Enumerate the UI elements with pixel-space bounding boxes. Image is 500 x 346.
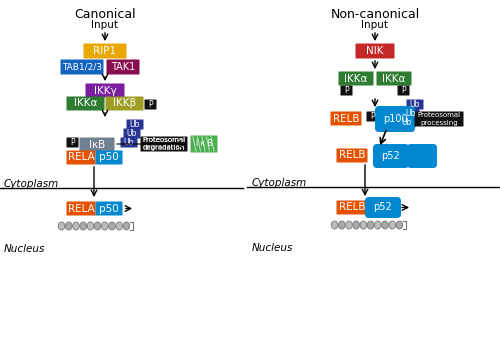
Text: RELA: RELA	[68, 203, 94, 213]
Text: p52: p52	[382, 151, 400, 161]
Text: Input: Input	[92, 20, 118, 30]
FancyBboxPatch shape	[80, 137, 114, 152]
Text: Cytoplasm: Cytoplasm	[252, 178, 307, 188]
Ellipse shape	[72, 222, 80, 230]
Text: P: P	[344, 86, 349, 95]
Text: Ub: Ub	[127, 129, 137, 138]
Ellipse shape	[382, 221, 388, 229]
Text: P: P	[148, 100, 153, 109]
Text: p50: p50	[99, 153, 119, 163]
FancyBboxPatch shape	[414, 111, 464, 127]
Ellipse shape	[332, 221, 338, 229]
Text: IκB: IκB	[89, 139, 105, 149]
FancyBboxPatch shape	[373, 144, 409, 168]
FancyBboxPatch shape	[124, 128, 140, 138]
FancyBboxPatch shape	[66, 151, 96, 164]
Text: NIK: NIK	[366, 46, 384, 56]
FancyBboxPatch shape	[406, 100, 424, 109]
Text: RIP1: RIP1	[94, 46, 116, 56]
Text: RELB: RELB	[339, 151, 365, 161]
FancyBboxPatch shape	[340, 85, 352, 95]
Text: Proteosomal
degradation: Proteosomal degradation	[142, 137, 186, 151]
Text: RELA: RELA	[68, 153, 94, 163]
Ellipse shape	[346, 221, 352, 229]
Text: P: P	[370, 112, 375, 121]
FancyBboxPatch shape	[86, 83, 124, 98]
Text: TAK1: TAK1	[111, 62, 135, 72]
FancyBboxPatch shape	[106, 60, 140, 74]
FancyBboxPatch shape	[106, 97, 144, 110]
Ellipse shape	[123, 222, 130, 230]
FancyBboxPatch shape	[140, 137, 188, 152]
Text: Proteosomal
processing: Proteosomal processing	[418, 112, 461, 126]
Ellipse shape	[66, 222, 72, 230]
FancyBboxPatch shape	[366, 111, 378, 121]
Ellipse shape	[108, 222, 116, 230]
Text: IKKα: IKKα	[74, 99, 97, 109]
FancyBboxPatch shape	[126, 119, 144, 129]
Text: I κ B: I κ B	[196, 139, 212, 148]
FancyBboxPatch shape	[120, 137, 138, 147]
Text: Nucleus: Nucleus	[4, 244, 45, 254]
FancyBboxPatch shape	[60, 60, 104, 74]
Ellipse shape	[102, 222, 108, 230]
FancyBboxPatch shape	[96, 151, 122, 164]
Ellipse shape	[396, 221, 402, 229]
FancyBboxPatch shape	[336, 148, 368, 163]
FancyBboxPatch shape	[338, 72, 374, 85]
FancyBboxPatch shape	[190, 136, 218, 153]
FancyBboxPatch shape	[365, 197, 401, 218]
FancyBboxPatch shape	[375, 106, 415, 132]
Text: IKKα: IKKα	[382, 73, 406, 83]
Text: Ub: Ub	[130, 120, 140, 129]
Ellipse shape	[116, 222, 122, 230]
Text: p100: p100	[382, 114, 407, 124]
FancyBboxPatch shape	[96, 201, 122, 216]
Ellipse shape	[360, 221, 366, 229]
FancyBboxPatch shape	[398, 118, 415, 127]
Text: RELB: RELB	[339, 202, 365, 212]
Text: Input: Input	[362, 20, 388, 30]
FancyBboxPatch shape	[398, 85, 409, 95]
Ellipse shape	[80, 222, 86, 230]
FancyBboxPatch shape	[66, 97, 104, 110]
Text: Ub: Ub	[410, 100, 420, 109]
Ellipse shape	[58, 222, 65, 230]
Text: p50: p50	[99, 203, 119, 213]
Text: IKKα: IKKα	[344, 73, 368, 83]
Text: Non-canonical: Non-canonical	[330, 8, 420, 21]
Ellipse shape	[353, 221, 360, 229]
FancyBboxPatch shape	[336, 200, 368, 215]
Ellipse shape	[389, 221, 396, 229]
FancyBboxPatch shape	[402, 109, 419, 118]
Text: Nucleus: Nucleus	[252, 243, 294, 253]
FancyBboxPatch shape	[84, 44, 126, 58]
Ellipse shape	[94, 222, 101, 230]
Text: P: P	[70, 138, 75, 147]
Text: P: P	[401, 86, 406, 95]
Ellipse shape	[368, 221, 374, 229]
FancyBboxPatch shape	[66, 201, 96, 216]
FancyBboxPatch shape	[330, 111, 362, 126]
Text: Ub: Ub	[124, 138, 134, 147]
Ellipse shape	[374, 221, 381, 229]
Text: Ub: Ub	[402, 118, 412, 127]
FancyBboxPatch shape	[356, 44, 395, 58]
FancyBboxPatch shape	[66, 137, 78, 147]
Ellipse shape	[338, 221, 345, 229]
Text: Canonical: Canonical	[74, 8, 136, 21]
Text: IKKγ: IKKγ	[94, 85, 116, 95]
Text: IKKβ: IKKβ	[113, 99, 136, 109]
FancyBboxPatch shape	[407, 144, 437, 168]
FancyBboxPatch shape	[376, 72, 412, 85]
FancyBboxPatch shape	[144, 100, 156, 109]
Text: Proteosomal
degradation: Proteosomal degradation	[142, 137, 186, 151]
Text: TAB1/2/3: TAB1/2/3	[62, 63, 102, 72]
Ellipse shape	[87, 222, 94, 230]
Text: p52: p52	[374, 202, 392, 212]
Text: RELB: RELB	[333, 113, 359, 124]
Text: Cytoplasm: Cytoplasm	[4, 179, 59, 189]
Text: Ub: Ub	[406, 109, 416, 118]
